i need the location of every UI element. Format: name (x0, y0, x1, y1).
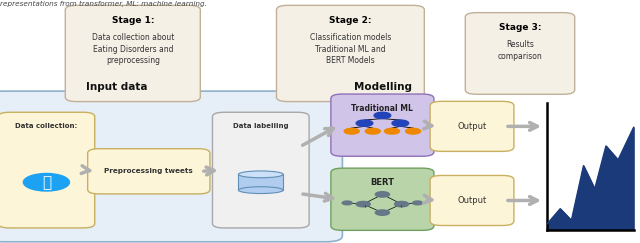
Circle shape (406, 128, 420, 134)
Text: Classification models
Traditional ML and
BERT Models: Classification models Traditional ML and… (310, 33, 391, 65)
Circle shape (342, 201, 352, 205)
Text: 🐦: 🐦 (42, 175, 51, 190)
Text: Stage 1:: Stage 1: (111, 16, 154, 25)
Text: Stage 3:: Stage 3: (499, 23, 541, 32)
Text: +: + (362, 204, 367, 209)
Ellipse shape (238, 187, 283, 193)
FancyBboxPatch shape (465, 13, 575, 94)
FancyBboxPatch shape (430, 101, 514, 151)
FancyBboxPatch shape (276, 5, 424, 102)
FancyBboxPatch shape (238, 174, 283, 190)
Circle shape (375, 210, 390, 215)
Text: Data labelling: Data labelling (233, 123, 289, 130)
Circle shape (24, 174, 69, 191)
FancyBboxPatch shape (430, 175, 514, 226)
Text: Data collection about
Eating Disorders and
preprocessing: Data collection about Eating Disorders a… (92, 33, 174, 65)
Text: Input data: Input data (86, 82, 147, 92)
Circle shape (356, 120, 372, 126)
FancyBboxPatch shape (65, 5, 200, 102)
Circle shape (375, 192, 390, 197)
FancyBboxPatch shape (0, 112, 95, 228)
Circle shape (385, 128, 399, 134)
FancyBboxPatch shape (88, 149, 210, 194)
Text: Data collection:: Data collection: (15, 123, 77, 130)
Text: Output: Output (458, 122, 486, 131)
Circle shape (413, 201, 422, 205)
FancyBboxPatch shape (331, 168, 434, 230)
Text: +: + (398, 204, 403, 209)
Circle shape (392, 120, 409, 126)
Circle shape (344, 128, 359, 134)
Circle shape (394, 201, 409, 207)
FancyBboxPatch shape (331, 94, 434, 156)
Circle shape (365, 128, 380, 134)
Text: Traditional ML: Traditional ML (351, 104, 413, 113)
Text: BERT: BERT (371, 178, 394, 187)
FancyBboxPatch shape (0, 91, 342, 242)
Text: Results
comparison: Results comparison (498, 40, 542, 61)
Ellipse shape (238, 171, 283, 178)
Text: Stage 2:: Stage 2: (329, 16, 372, 25)
Circle shape (356, 201, 370, 207)
FancyBboxPatch shape (212, 112, 309, 228)
Text: Preprocessing tweets: Preprocessing tweets (104, 168, 193, 174)
Text: Modelling: Modelling (354, 82, 412, 92)
Circle shape (374, 112, 390, 119)
Text: representations from transformer, ML: machine learning.: representations from transformer, ML: ma… (0, 1, 207, 7)
Text: Output: Output (458, 196, 486, 205)
